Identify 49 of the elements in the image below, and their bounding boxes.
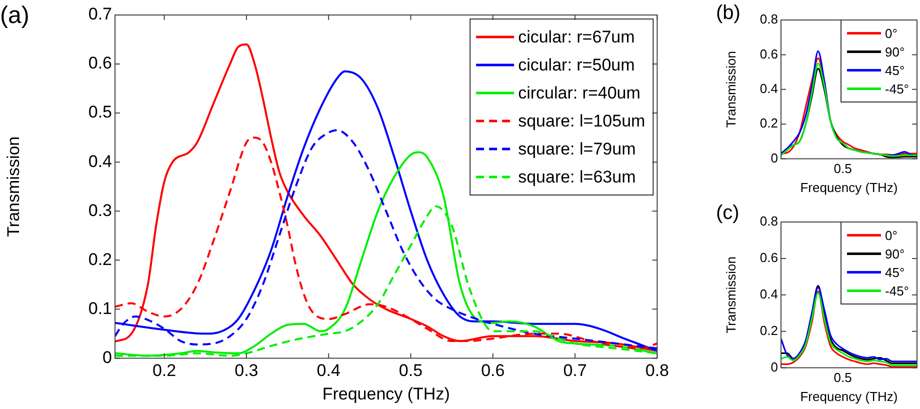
y-axis-title: Transmission [723,50,738,128]
legend-label: -45° [885,283,910,298]
x-tick-label: 0.4 [316,361,340,380]
y-tick-label: 0.3 [88,200,112,220]
y-tick-label: 0.2 [760,322,778,338]
legend-label: square: l=105um [518,112,646,131]
legend-label: 45° [885,264,905,280]
legend-label: square: l=63um [518,168,636,187]
legend-label: cicular: r=67um [518,28,635,47]
x-tick-label: 0.3 [234,361,258,380]
x-tick-label: 0.8 [645,361,670,380]
x-axis-title: Frequency (THz) [800,388,898,404]
y-tick-label: 0.2 [760,116,778,131]
legend-label: 0° [885,228,898,243]
y-tick-label: 0 [102,348,112,367]
legend-label: cicular: r=50um [518,56,635,75]
legend-label: 0° [885,26,898,41]
text: (c) [716,202,740,225]
y-tick-label: 0.1 [88,298,112,318]
y-tick-label: 0.8 [760,214,778,229]
legend-label: 90° [885,246,905,262]
text: (a) [0,2,30,30]
legend-label: 90° [885,44,905,60]
y-tick-label: 0.6 [88,54,112,73]
x-axis-title: Frequency (THz) [322,384,450,404]
legend-label: square: l=79um [518,140,636,159]
y-tick-label: 0.4 [88,152,112,171]
y-tick-label: 0.6 [760,46,778,62]
x-axis-title: Frequency (THz) [800,180,898,195]
legend-label: 45° [885,62,905,78]
y-tick-label: 0.8 [760,12,778,27]
x-tick-label: 0.5 [834,370,852,386]
y-tick-label: 0 [770,359,778,374]
x-tick-label: 0.5 [398,361,423,380]
x-tick-label: 0.2 [152,361,176,380]
text: (b) [716,2,740,25]
y-tick-label: 0.4 [760,80,778,96]
y-tick-label: 0 [770,150,778,166]
y-axis-title: Transmission [4,136,23,237]
legend-label: -45° [885,81,910,96]
y-tick-label: 0.2 [88,250,112,269]
x-tick-label: 0.6 [481,361,505,380]
y-axis-title: Transmission [723,256,738,334]
legend-label: circular: r=40um [518,84,640,103]
y-tick-label: 0.4 [760,286,778,302]
x-tick-label: 0.7 [563,361,587,380]
y-tick-label: 0.7 [88,4,112,24]
y-tick-label: 0.5 [88,102,112,122]
y-tick-label: 0.6 [760,250,778,266]
